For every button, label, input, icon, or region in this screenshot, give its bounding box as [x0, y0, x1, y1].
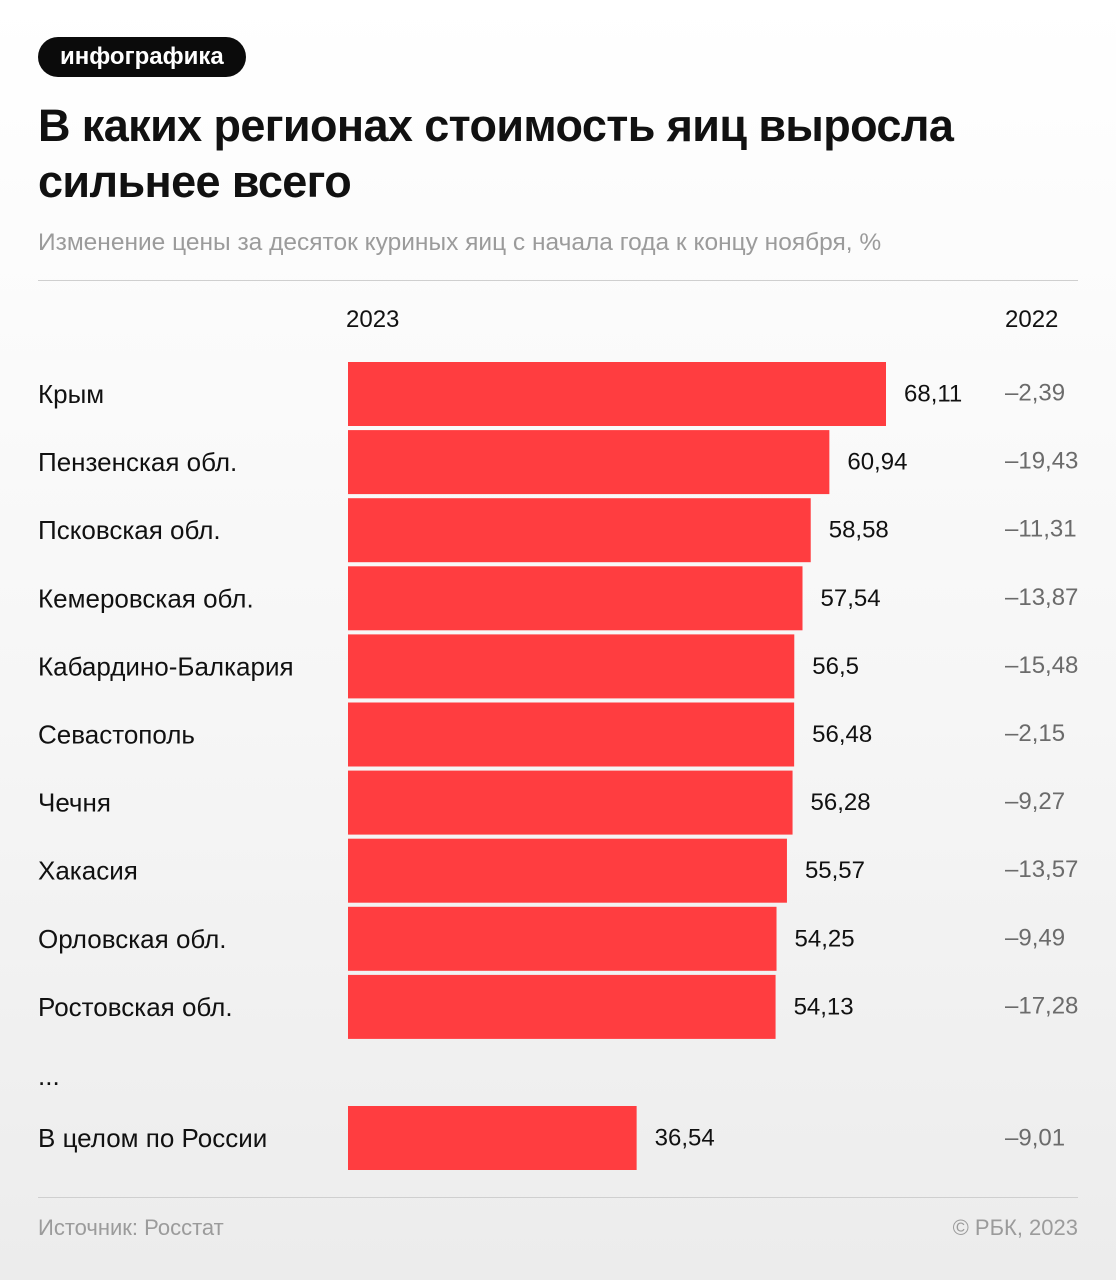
ellipsis: ... [38, 1061, 60, 1091]
bar-2023-total [348, 1106, 637, 1170]
value-label-2023: 57,54 [821, 585, 881, 612]
category-label: Псковская обл. [38, 515, 221, 545]
category-label: Ростовская обл. [38, 992, 233, 1022]
value-label-2022: –9,27 [1005, 788, 1065, 815]
value-label-2023: 56,28 [811, 789, 871, 816]
value-label-2023-total: 36,54 [655, 1125, 715, 1152]
category-label-total: В целом по России [38, 1123, 267, 1153]
bar-2023 [348, 430, 830, 495]
bar-2023 [348, 906, 777, 971]
value-label-2023: 60,94 [847, 449, 907, 476]
value-label-2023: 56,5 [812, 653, 859, 680]
infographic-badge: инфографика [38, 37, 246, 77]
category-label: Хакасия [38, 856, 138, 886]
bottom-divider [38, 1197, 1078, 1198]
bar-2023 [348, 974, 776, 1039]
category-label: Чечня [38, 788, 111, 818]
value-label-2022: –13,57 [1005, 856, 1078, 883]
category-label: Крым [38, 379, 104, 409]
chart-subtitle: Изменение цены за десяток куриных яиц с … [38, 229, 882, 256]
value-label-2022: –13,87 [1005, 584, 1078, 611]
bar-2023 [348, 362, 886, 426]
category-label: Кабардино-Балкария [38, 651, 294, 681]
category-label: Пензенская обл. [38, 447, 237, 477]
value-label-2023: 58,58 [829, 517, 889, 544]
value-label-2023: 54,25 [795, 925, 855, 952]
value-label-2023: 68,11 [904, 381, 962, 408]
value-label-2022: –2,39 [1005, 380, 1065, 407]
category-label: Кемеровская обл. [38, 583, 254, 613]
column-header-2022: 2022 [1005, 306, 1059, 333]
bar-2023 [348, 702, 795, 767]
value-label-2023: 55,57 [805, 857, 865, 884]
value-label-2022: –15,48 [1005, 652, 1078, 679]
value-label-2022: –17,28 [1005, 992, 1078, 1019]
category-label: Севастополь [38, 720, 195, 750]
value-label-2022: –9,49 [1005, 924, 1065, 951]
bar-2023 [348, 566, 803, 631]
source-note: Источник: Росстат [38, 1215, 224, 1240]
bar-2023 [348, 770, 793, 835]
value-label-2023: 54,13 [794, 993, 854, 1020]
value-label-2022-total: –9,01 [1005, 1125, 1065, 1152]
value-label-2022: –2,15 [1005, 720, 1065, 747]
bar-2023 [348, 838, 787, 903]
bar-2023 [348, 634, 795, 699]
copyright: © РБК, 2023 [952, 1215, 1078, 1240]
value-label-2022: –11,31 [1005, 516, 1077, 543]
chart-title: В каких регионах стоимость яиц выросла с… [38, 100, 954, 207]
top-divider [38, 280, 1078, 281]
category-label: Орловская обл. [38, 924, 227, 954]
column-header-2023: 2023 [346, 306, 400, 333]
value-label-2022: –19,43 [1005, 448, 1078, 475]
bar-2023 [348, 498, 811, 563]
value-label-2023: 56,48 [812, 721, 872, 748]
